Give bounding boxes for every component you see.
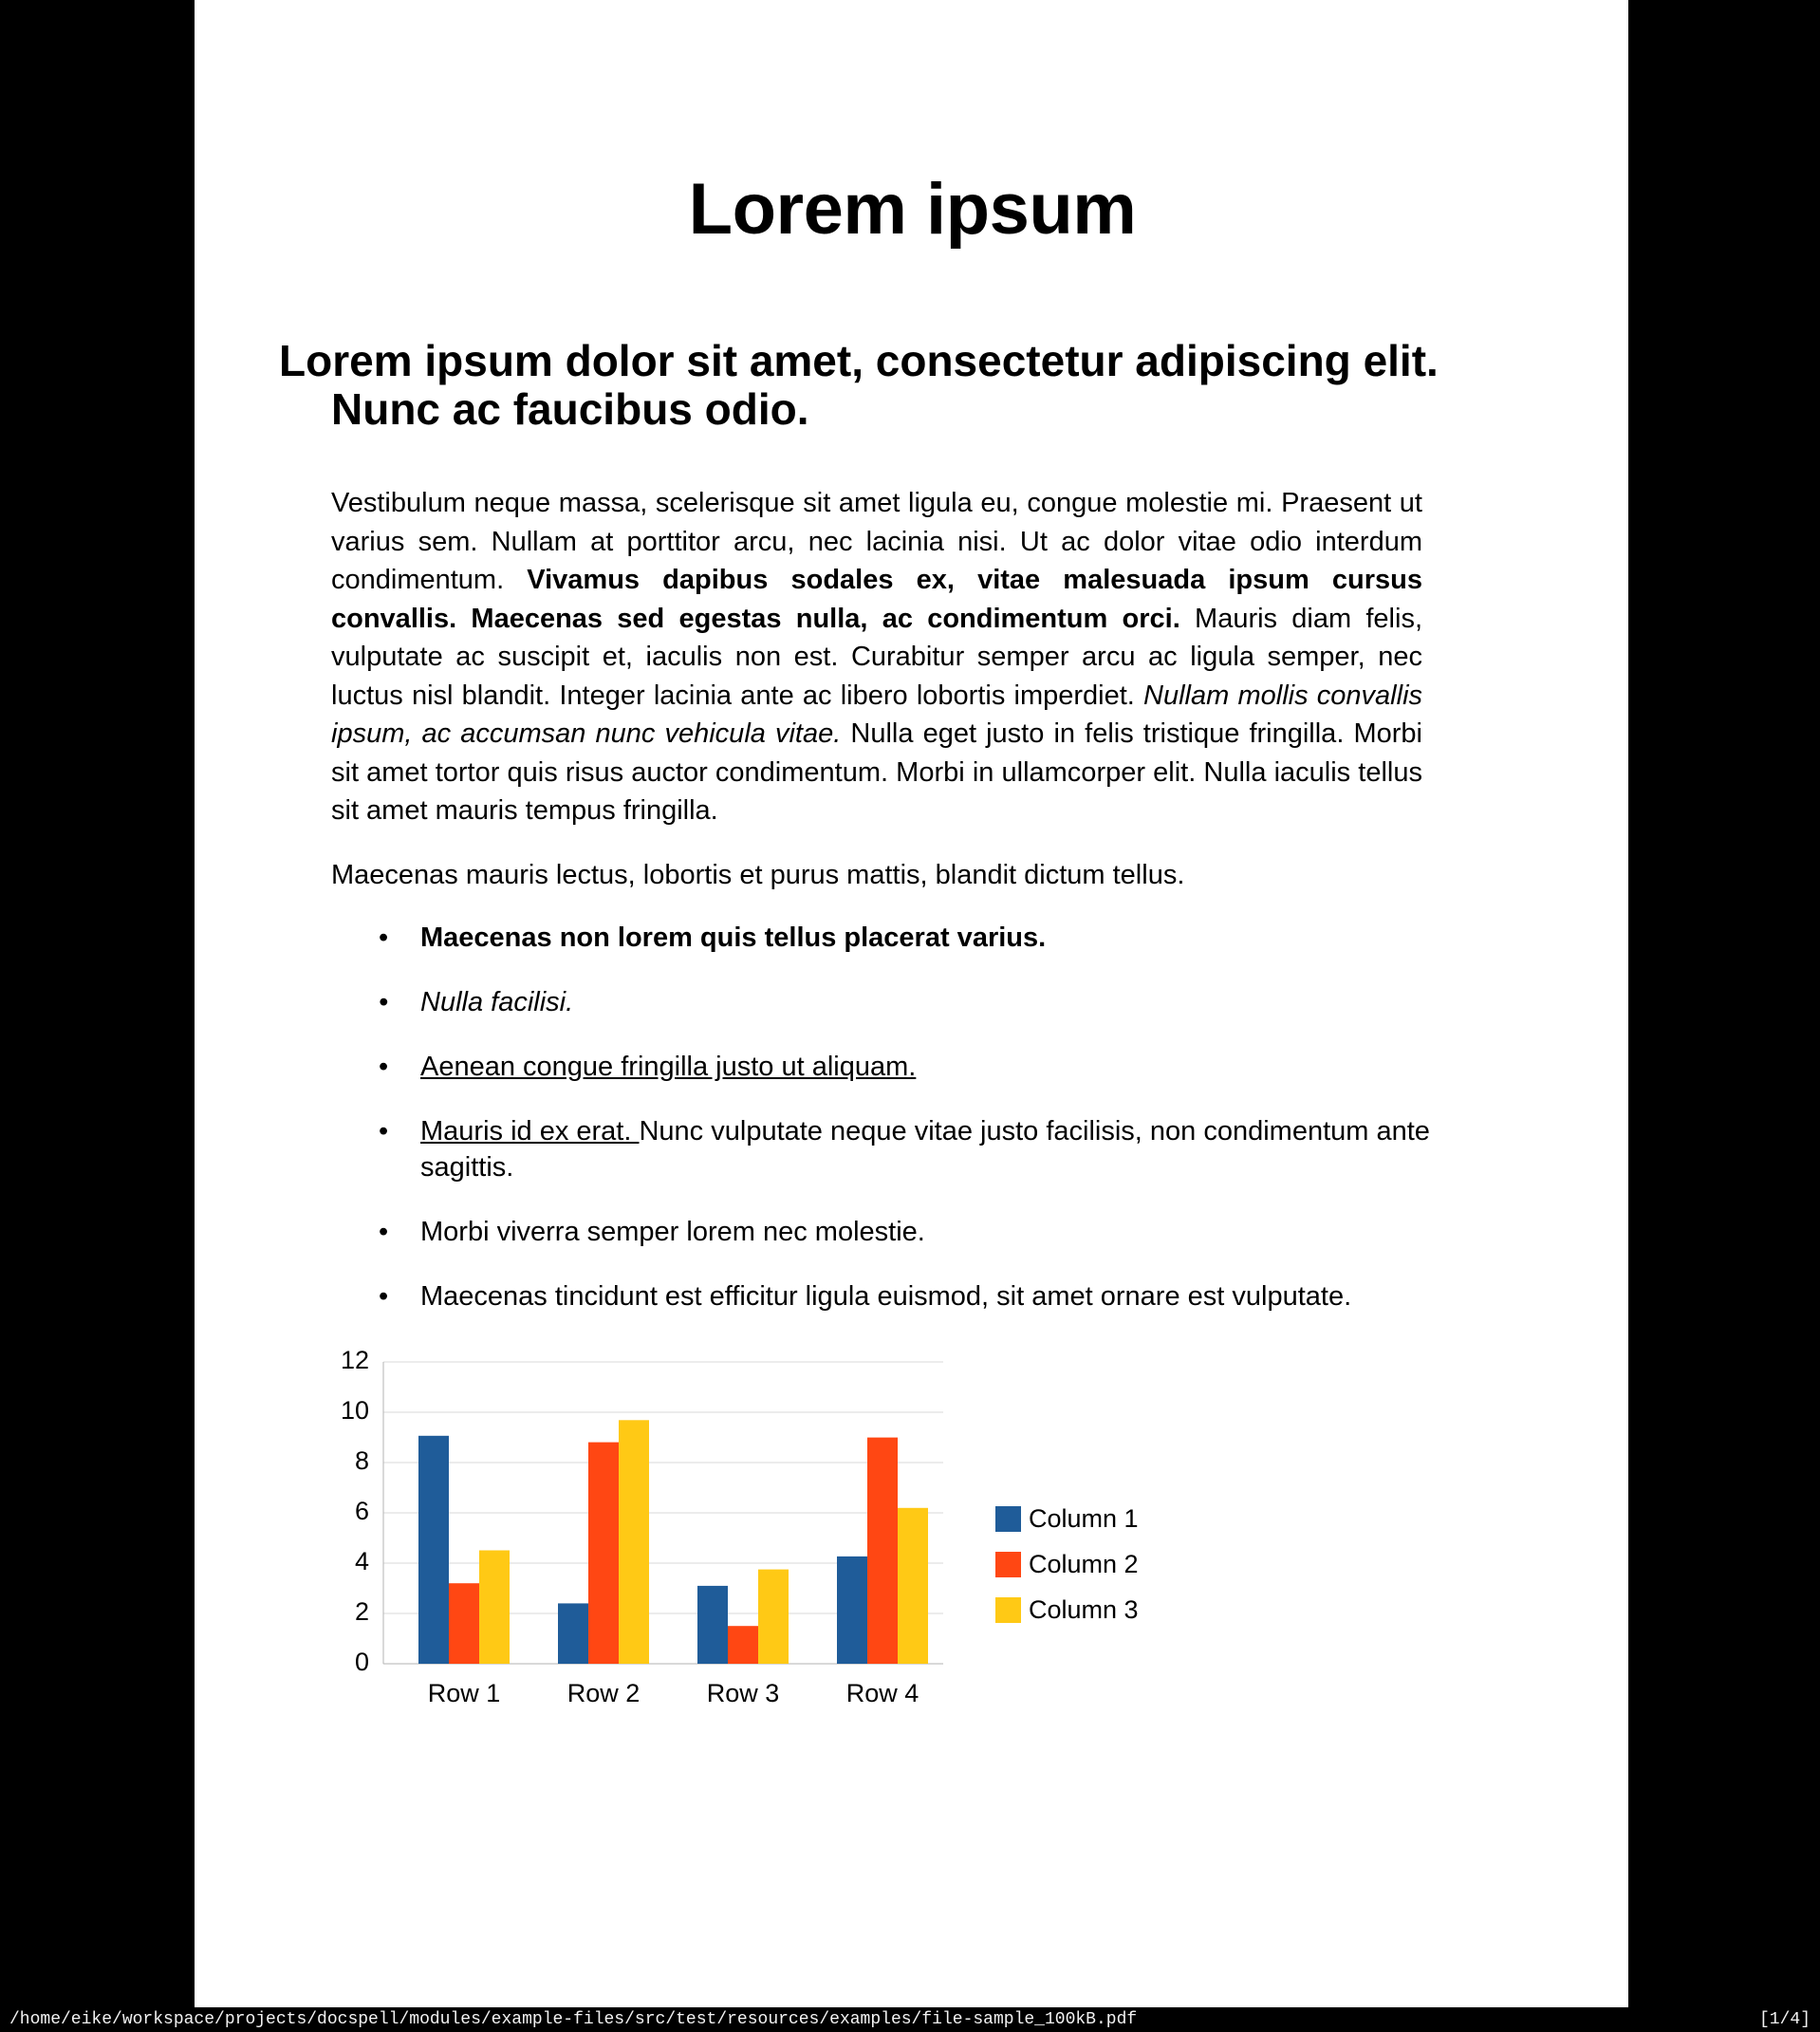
svg-text:Row 3: Row 3 bbox=[707, 1679, 780, 1707]
svg-text:Column 2: Column 2 bbox=[1029, 1550, 1139, 1578]
svg-text:Column 1: Column 1 bbox=[1029, 1504, 1139, 1533]
svg-text:10: 10 bbox=[341, 1396, 369, 1425]
svg-text:Row 1: Row 1 bbox=[428, 1679, 501, 1707]
svg-text:0: 0 bbox=[355, 1648, 369, 1676]
svg-text:4: 4 bbox=[355, 1547, 369, 1575]
svg-text:Row 4: Row 4 bbox=[846, 1679, 919, 1707]
svg-text:Column 3: Column 3 bbox=[1029, 1595, 1139, 1624]
svg-text:6: 6 bbox=[355, 1497, 369, 1525]
svg-text:Row 2: Row 2 bbox=[567, 1679, 641, 1707]
svg-text:8: 8 bbox=[355, 1446, 369, 1475]
svg-text:2: 2 bbox=[355, 1597, 369, 1626]
svg-text:12: 12 bbox=[341, 1346, 369, 1374]
